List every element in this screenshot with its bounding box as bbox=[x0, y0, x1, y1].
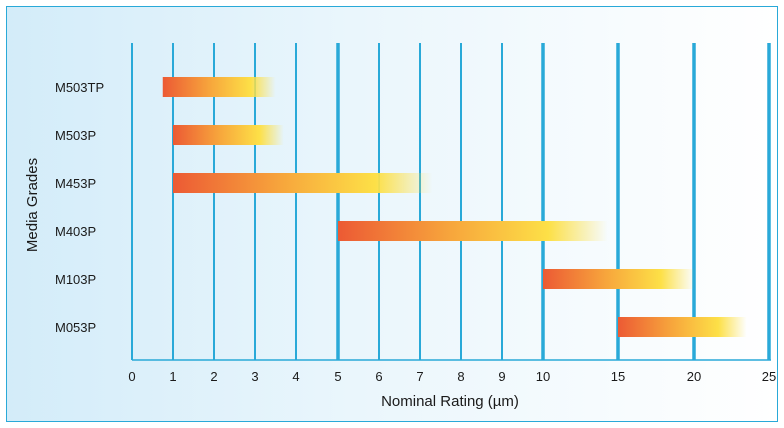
range-bar-M503TP bbox=[162, 77, 276, 97]
x-tick-label: 25 bbox=[762, 369, 776, 384]
x-tick-label: 10 bbox=[536, 369, 550, 384]
category-label: M053P bbox=[55, 320, 96, 335]
range-bar-M103P bbox=[543, 269, 694, 289]
category-label: M103P bbox=[55, 272, 96, 287]
x-tick-label: 0 bbox=[128, 369, 135, 384]
x-tick-label: 5 bbox=[334, 369, 341, 384]
range-bar-M503P bbox=[173, 125, 284, 145]
x-tick-label: 20 bbox=[687, 369, 701, 384]
category-label: M503P bbox=[55, 128, 96, 143]
x-tick-label: 6 bbox=[375, 369, 382, 384]
category-label: M503TP bbox=[55, 80, 104, 95]
range-bar-M403P bbox=[338, 221, 608, 241]
gridlines bbox=[131, 43, 771, 360]
x-tick-label: 3 bbox=[251, 369, 258, 384]
y-axis-title: Media Grades bbox=[24, 158, 41, 252]
x-tick-label: 8 bbox=[457, 369, 464, 384]
x-axis-title: Nominal Rating (µm) bbox=[381, 393, 519, 410]
category-labels: M503TP M503P M453P M403P M103P M053P bbox=[55, 80, 104, 335]
range-bars bbox=[162, 77, 747, 337]
range-bar-M453P bbox=[173, 173, 433, 193]
range-bar-chart: 0 1 2 3 4 5 6 7 8 9 10 15 20 25 M503TP M503P M453P M403P… bbox=[24, 43, 776, 410]
x-tick-label: 1 bbox=[169, 369, 176, 384]
category-label: M453P bbox=[55, 176, 96, 191]
x-tick-label: 7 bbox=[416, 369, 423, 384]
category-label: M403P bbox=[55, 224, 96, 239]
range-bar-M053P bbox=[618, 317, 747, 337]
chart-frame: 0 1 2 3 4 5 6 7 8 9 10 15 20 25 M503TP M503P M453P M403P… bbox=[6, 6, 778, 422]
x-tick-label: 4 bbox=[292, 369, 299, 384]
x-tick-label: 9 bbox=[498, 369, 505, 384]
x-tick-labels: 0 1 2 3 4 5 6 7 8 9 10 15 20 25 bbox=[128, 369, 776, 384]
x-tick-label: 2 bbox=[210, 369, 217, 384]
x-tick-label: 15 bbox=[611, 369, 625, 384]
